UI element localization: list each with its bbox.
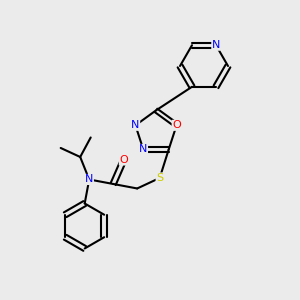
Text: N: N [139, 145, 148, 154]
Text: N: N [212, 40, 220, 50]
Text: N: N [131, 120, 140, 130]
Text: O: O [172, 120, 181, 130]
Text: N: N [85, 175, 93, 184]
Text: O: O [119, 155, 128, 165]
Text: S: S [156, 173, 163, 183]
